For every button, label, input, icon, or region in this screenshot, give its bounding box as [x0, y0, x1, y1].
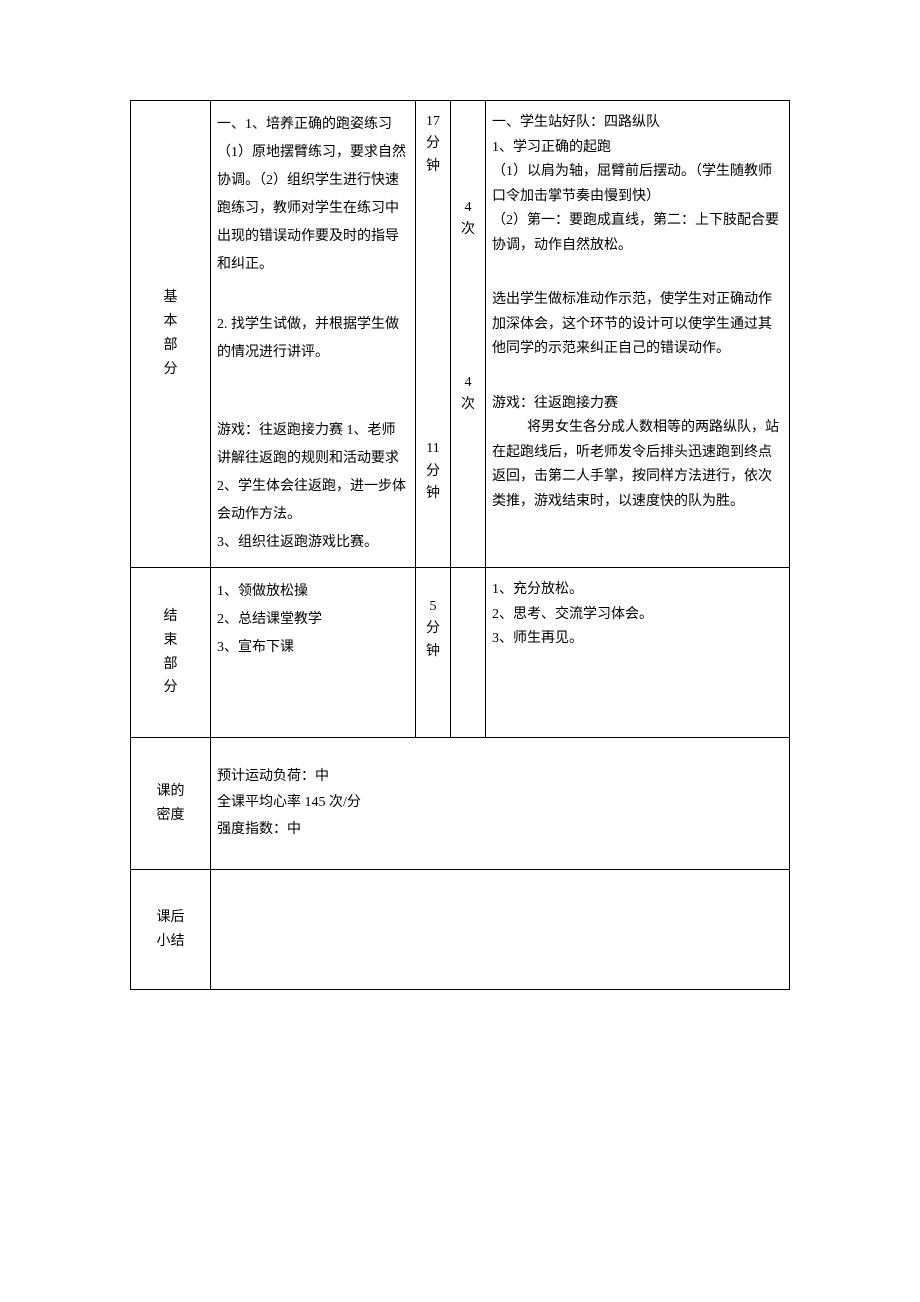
- label-char: 部: [137, 334, 204, 358]
- basic-time-cell: 17 分 钟 11 分 钟: [416, 101, 451, 568]
- label-char: 基: [137, 286, 204, 310]
- label-line: 密度: [137, 804, 204, 828]
- conclusion-reps-cell: [451, 568, 486, 738]
- text-line: 3、宣布下课: [217, 634, 409, 662]
- time-block-1: 17 分 钟: [422, 111, 444, 178]
- text-line: 预计运动负荷：中: [217, 764, 783, 791]
- basic-right-content: 一、学生站好队：四路纵队 1、学习正确的起跑 （1）以肩为轴，屈臂前后摆动。（学…: [486, 101, 790, 568]
- label-char: 束: [137, 629, 204, 653]
- row-conclusion: 结 束 部 分 1、领做放松操 2、总结课堂教学 3、宣布下课 5 分 钟 1、…: [131, 568, 790, 738]
- label-char: 分: [137, 676, 204, 700]
- text-line: 1、充分放松。: [492, 578, 783, 603]
- basic-left-block2: 2. 找学生试做，并根据学生做的情况进行讲评。: [217, 311, 409, 367]
- basic-left-content: 一、1、培养正确的跑姿练习（1）原地摆臂练习，要求自然协调。（2）组织学生进行快…: [211, 101, 416, 568]
- text-line: 2、思考、交流学习体会。: [492, 603, 783, 628]
- row-density: 课的 密度 预计运动负荷：中 全课平均心率 145 次/分 强度指数：中: [131, 738, 790, 870]
- time-unit: 钟: [422, 641, 444, 663]
- reps-value: 4: [457, 372, 479, 394]
- label-char: 分: [137, 358, 204, 382]
- text-line: 3、师生再见。: [492, 627, 783, 652]
- time-unit: 钟: [422, 156, 444, 178]
- basic-label-cell: 基 本 部 分: [131, 101, 211, 568]
- basic-right-block1: 一、学生站好队：四路纵队 1、学习正确的起跑 （1）以肩为轴，屈臂前后摆动。（学…: [492, 111, 783, 258]
- summary-label: 课后 小结: [137, 906, 204, 954]
- time-unit: 分: [422, 461, 444, 483]
- time-unit: 分: [422, 133, 444, 155]
- lesson-plan-table: 基 本 部 分 一、1、培养正确的跑姿练习（1）原地摆臂练习，要求自然协调。（2…: [130, 100, 790, 990]
- summary-content: [211, 870, 790, 990]
- basic-left-block1: 一、1、培养正确的跑姿练习（1）原地摆臂练习，要求自然协调。（2）组织学生进行快…: [217, 111, 409, 279]
- basic-right-block2: 选出学生做标准动作示范，使学生对正确动作加深体会，这个环节的设计可以使学生通过其…: [492, 288, 783, 362]
- conclusion-left-content: 1、领做放松操 2、总结课堂教学 3、宣布下课: [211, 568, 416, 738]
- density-label: 课的 密度: [137, 780, 204, 828]
- conclusion-time: 5 分 钟: [422, 596, 444, 663]
- reps-block-1: 4 次: [457, 197, 479, 242]
- conclusion-time-cell: 5 分 钟: [416, 568, 451, 738]
- density-label-cell: 课的 密度: [131, 738, 211, 870]
- conclusion-label-cell: 结 束 部 分: [131, 568, 211, 738]
- time-value: 5: [422, 596, 444, 618]
- reps-value: 4: [457, 197, 479, 219]
- basic-left-block3: 游戏：往返跑接力赛 1、老师讲解往返跑的规则和活动要求 2、学生体会往返跑，进一…: [217, 417, 409, 529]
- time-block-2: 11 分 钟: [422, 438, 444, 505]
- text-line: 强度指数：中: [217, 817, 783, 844]
- conclusion-label: 结 束 部 分: [137, 605, 204, 700]
- time-unit: 钟: [422, 483, 444, 505]
- text-line: （1）以肩为轴，屈臂前后摆动。（学生随教师口令加击掌节奏由慢到快）: [492, 160, 783, 209]
- text-line: 将男女生各分成人数相等的两路纵队，站在起跑线后，听老师发令后排头迅速跑到终点返回…: [492, 416, 783, 514]
- basic-left-block4: 3、组织往返跑游戏比赛。: [217, 529, 409, 557]
- reps-unit: 次: [457, 219, 479, 241]
- label-char: 结: [137, 605, 204, 629]
- text-line: 1、学习正确的起跑: [492, 136, 783, 161]
- label-line: 课后: [137, 906, 204, 930]
- basic-reps-cell: 4 次 4 次: [451, 101, 486, 568]
- text-line: 一、学生站好队：四路纵队: [492, 111, 783, 136]
- label-line: 小结: [137, 930, 204, 954]
- label-char: 部: [137, 653, 204, 677]
- text-line: 游戏：往返跑接力赛: [492, 392, 783, 417]
- label-char: 本: [137, 310, 204, 334]
- reps-unit: 次: [457, 394, 479, 416]
- text-line: （2）第一：要跑成直线，第二：上下肢配合要协调，动作自然放松。: [492, 209, 783, 258]
- conclusion-right-content: 1、充分放松。 2、思考、交流学习体会。 3、师生再见。: [486, 568, 790, 738]
- text-line: 2、总结课堂教学: [217, 606, 409, 634]
- row-summary: 课后 小结: [131, 870, 790, 990]
- time-value: 11: [422, 438, 444, 460]
- label-line: 课的: [137, 780, 204, 804]
- row-basic: 基 本 部 分 一、1、培养正确的跑姿练习（1）原地摆臂练习，要求自然协调。（2…: [131, 101, 790, 568]
- density-content: 预计运动负荷：中 全课平均心率 145 次/分 强度指数：中: [211, 738, 790, 870]
- basic-right-block3: 游戏：往返跑接力赛 将男女生各分成人数相等的两路纵队，站在起跑线后，听老师发令后…: [492, 392, 783, 515]
- text-line: 全课平均心率 145 次/分: [217, 790, 783, 817]
- reps-block-2: 4 次: [457, 372, 479, 417]
- time-value: 17: [422, 111, 444, 133]
- time-unit: 分: [422, 618, 444, 640]
- text-line: 1、领做放松操: [217, 578, 409, 606]
- summary-label-cell: 课后 小结: [131, 870, 211, 990]
- basic-label: 基 本 部 分: [137, 286, 204, 381]
